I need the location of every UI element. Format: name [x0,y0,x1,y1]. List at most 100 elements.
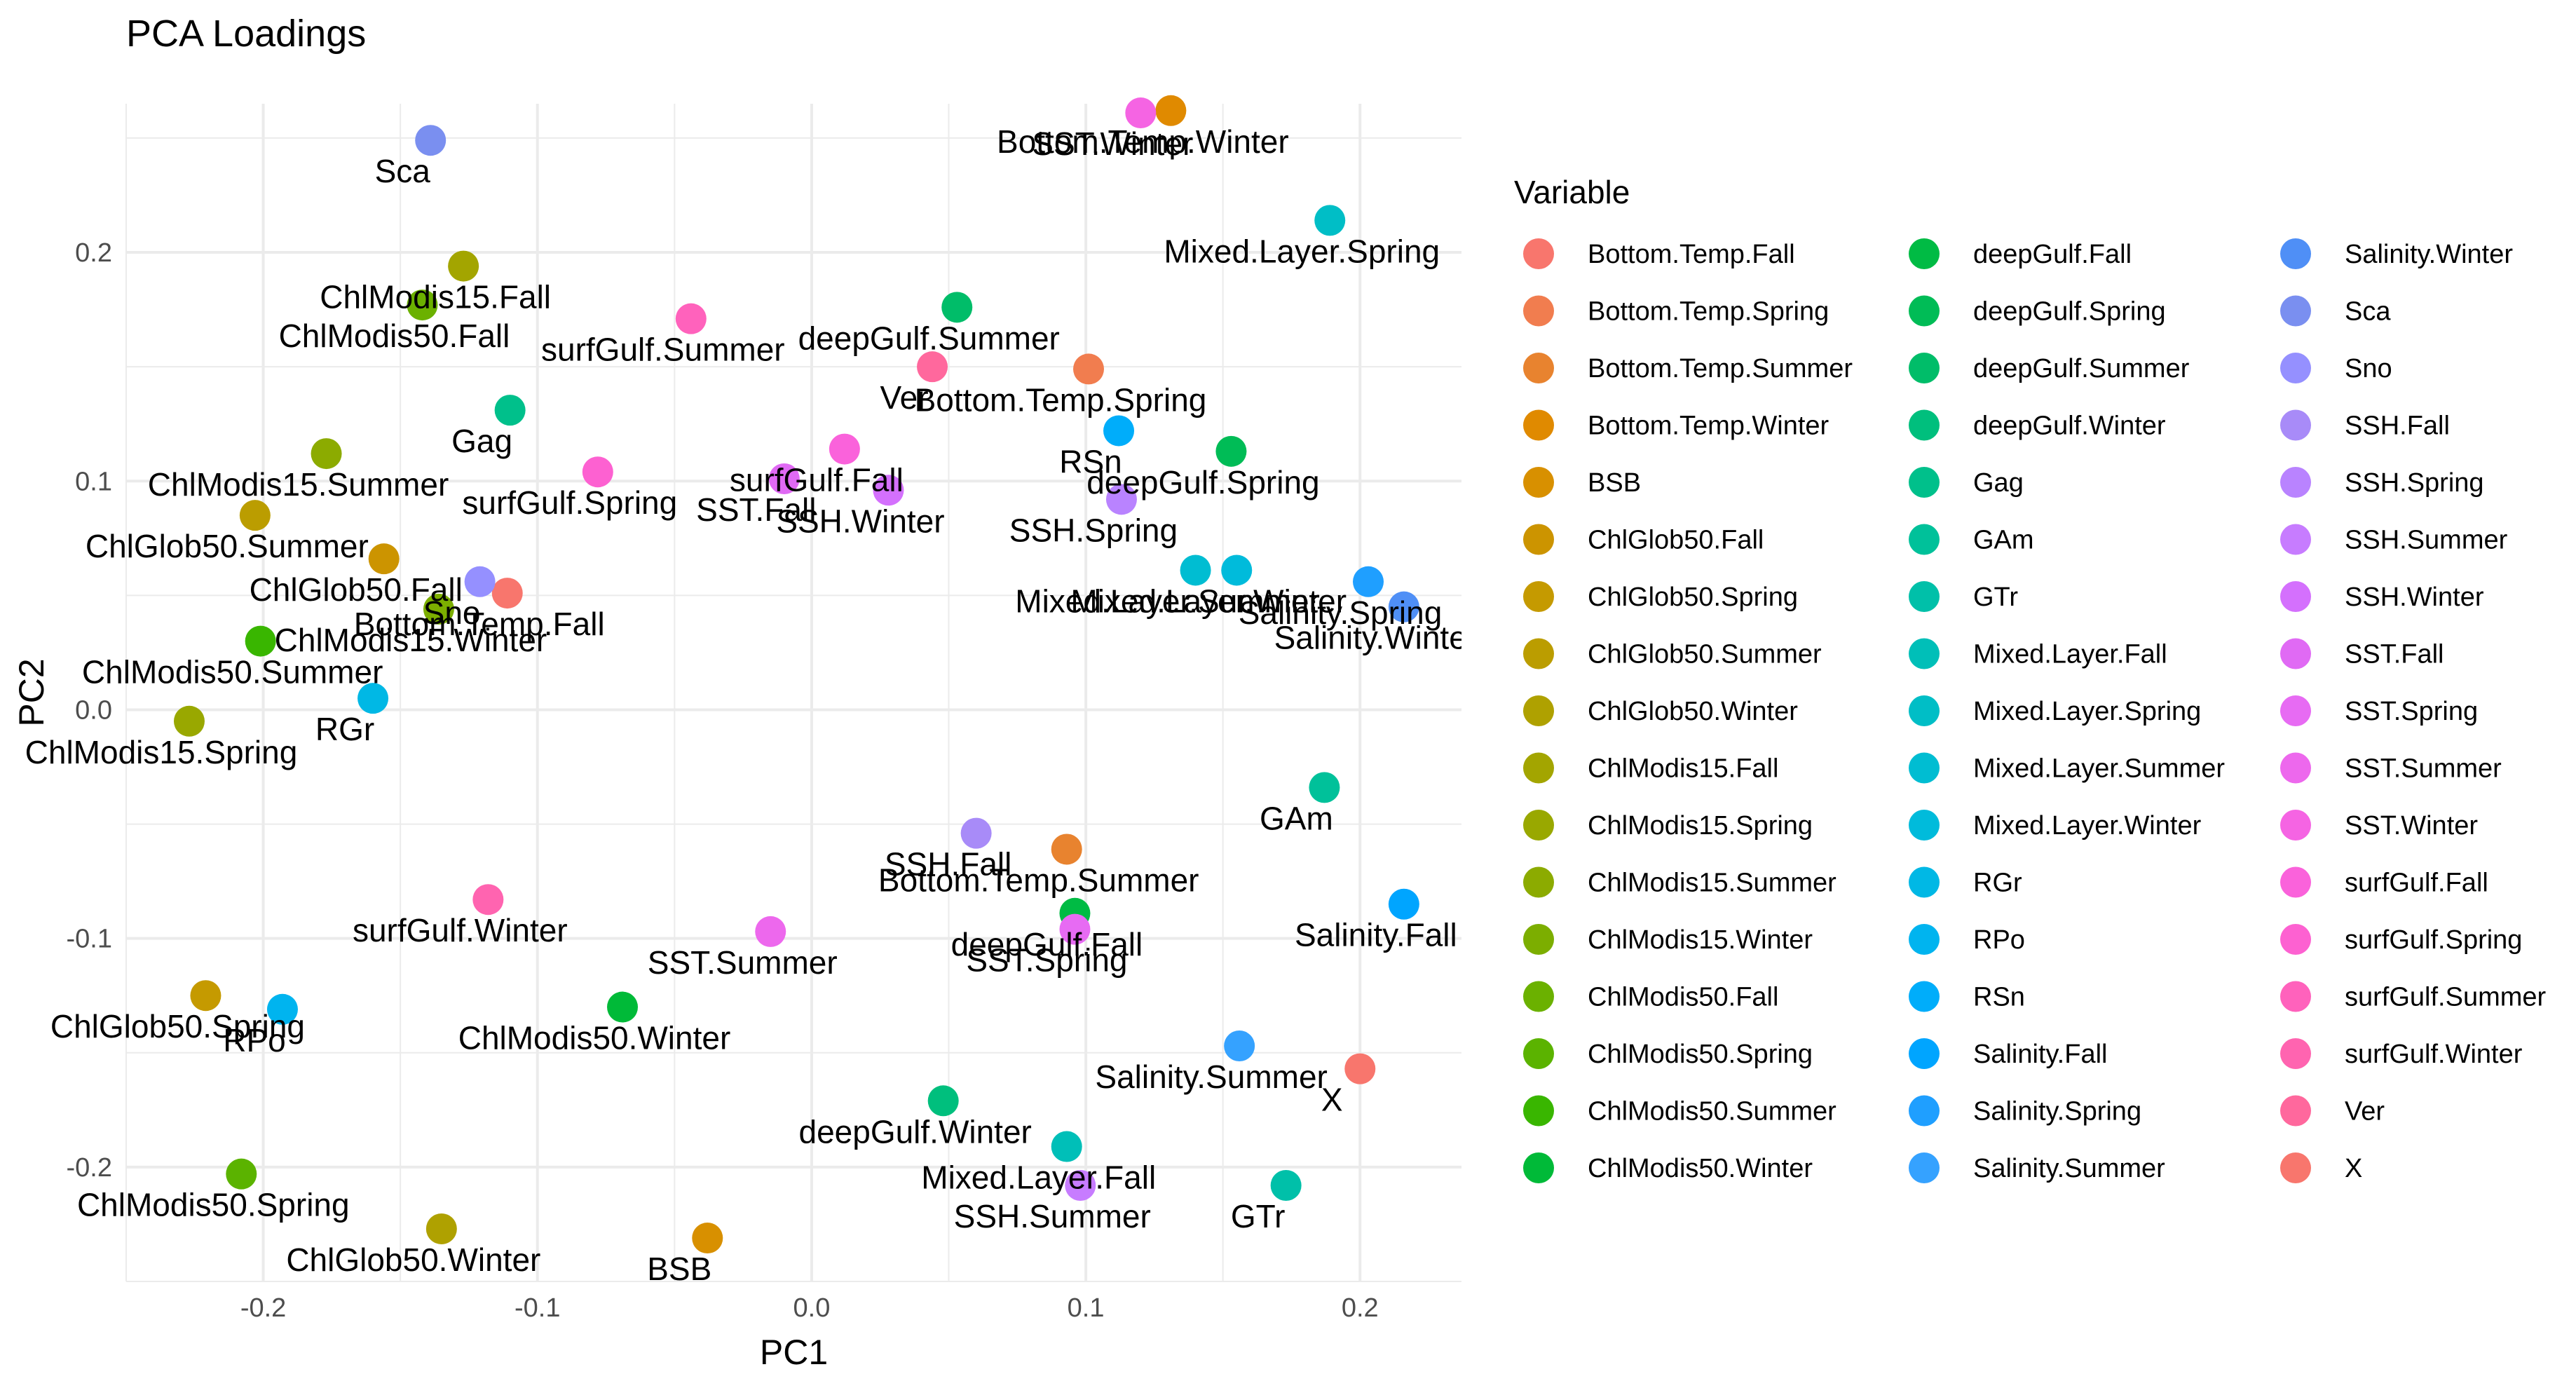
label-sst-fall: SST.Fall [696,491,816,528]
legend-key [1523,524,1554,555]
legend-label: surfGulf.Spring [2345,925,2522,955]
label-deepgulf-summer: deepGulf.Summer [798,320,1060,356]
legend-label: RSn [1973,983,2025,1012]
label-chlmodis15-summer: ChlModis15.Summer [148,466,449,503]
legend-key [1909,638,1940,669]
legend-label: ChlGlob50.Spring [1588,583,1798,612]
label-surfgulf-summer: surfGulf.Summer [541,332,785,368]
legend-label: Salinity.Summer [1973,1154,2165,1183]
legend-key [1909,695,1940,726]
point-ssh-winter [873,475,904,506]
label-rsn: RSn [1059,443,1122,479]
legend-key [1909,1095,1940,1127]
label-gam: GAm [1260,800,1333,836]
legend-key [1523,810,1554,841]
legend-label: Sno [2345,354,2392,383]
legend-label: ChlModis50.Spring [1588,1040,1813,1069]
label-sno: Sno [423,594,481,631]
label-rgr: RGr [315,711,374,747]
legend-key [1909,581,1940,612]
legend-key [2280,524,2311,555]
label-ssh-spring: SSH.Spring [1009,512,1178,548]
point-mixed-layer-fall [1051,1131,1082,1162]
point-labels-layer: Bottom.Temp.Fall Bottom.Temp.Spring Bottom… [25,123,1461,1287]
legend-label: deepGulf.Winter [1973,411,2166,441]
y-tick-label: -0.2 [67,1153,112,1183]
legend-label: SST.Spring [2345,697,2478,726]
point-bsb [692,1223,723,1254]
label-sst-summer: SST.Summer [648,944,838,981]
label-ver: Ver [880,379,929,416]
legend-label: BSB [1588,468,1641,498]
label-x: X [1321,1082,1343,1118]
legend-key [1523,752,1554,784]
label-gtr: GTr [1231,1198,1286,1234]
legend-label: Salinity.Spring [1973,1097,2141,1127]
point-deepgulf-winter [927,1085,959,1117]
y-tick-label: -0.1 [67,925,112,954]
label-chlmodis15-spring: ChlModis15.Spring [25,734,298,770]
point-gtr [1270,1169,1302,1201]
legend-key [2280,866,2311,898]
point-deepgulf-summer [941,292,973,323]
legend-label: ChlModis15.Winter [1588,925,1813,955]
point-mixed-layer-summer [1180,555,1211,586]
point-chlglob50-fall [368,543,400,575]
legend-key [2280,695,2311,726]
legend-key [1523,866,1554,898]
legend-label: Salinity.Fall [1973,1040,2107,1069]
x-tick-label: 0.2 [1342,1293,1379,1323]
x-axis-title: PC1 [760,1333,828,1372]
label-sst-winter: SST.Winter [1032,125,1193,162]
x-tick-label: 0.1 [1068,1293,1105,1323]
x-tick-label: -0.2 [240,1293,286,1323]
legend-label: SST.Summer [2345,754,2502,784]
point-chlglob50-spring [190,980,222,1012]
label-sst-spring: SST.Spring [966,942,1127,979]
legend-label: Gag [1973,468,2024,498]
point-salinity-winter [1388,591,1419,623]
label-mixed-layer-spring: Mixed.Layer.Spring [1164,233,1440,269]
point-chlmodis15-fall [448,250,479,282]
x-tick-label: -0.1 [514,1293,560,1323]
label-deepgulf-fall: deepGulf.Fall [951,926,1143,962]
legend-key [1909,238,1940,269]
legend-key [2280,295,2311,327]
legend-label: ChlModis15.Spring [1588,811,1813,841]
point-salinity-summer [1224,1030,1255,1061]
point-ssh-fall [960,817,992,849]
legend-key [1523,581,1554,612]
label-bottom-temp-summer: Bottom.Temp.Summer [878,862,1199,898]
legend-label: surfGulf.Winter [2345,1040,2523,1069]
legend-key [1523,981,1554,1012]
point-surfgulf-summer [675,303,707,334]
label-bottom-temp-winter: Bottom.Temp.Winter [997,123,1289,160]
label-mixed-layer-summer: Mixed.Layer.Summer [1015,583,1320,619]
legend-key [2280,581,2311,612]
point-bottom-temp-winter [1155,95,1187,126]
point-surfgulf-spring [582,456,613,488]
label-surfgulf-winter: surfGulf.Winter [353,912,568,948]
legend-key [2280,1038,2311,1069]
legend-label: ChlModis50.Summer [1588,1097,1836,1127]
chart-title: PCA Loadings [126,13,366,55]
legend-key [1523,238,1554,269]
point-mixed-layer-winter [1221,555,1253,586]
legend-key [2280,924,2311,955]
point-chlmodis15-winter [423,593,454,625]
label-gag: Gag [451,423,512,459]
legend-label: Sca [2345,297,2391,327]
legend-label: Mixed.Layer.Spring [1973,697,2201,726]
point-sst-fall [768,463,800,494]
legend-key [1523,409,1554,441]
gridlines [125,104,1461,1282]
legend-label: Mixed.Layer.Winter [1973,811,2202,841]
legend-key [1909,467,1940,498]
legend-label: ChlModis50.Winter [1588,1154,1813,1183]
plot-area: Bottom.Temp.Fall Bottom.Temp.Spring Bottom… [25,95,1461,1287]
point-chlmodis50-fall [407,290,438,321]
label-chlmodis50-fall: ChlModis50.Fall [279,318,510,354]
legend-label: deepGulf.Summer [1973,354,2190,383]
legend-key [1909,924,1940,955]
point-sca [415,125,447,156]
